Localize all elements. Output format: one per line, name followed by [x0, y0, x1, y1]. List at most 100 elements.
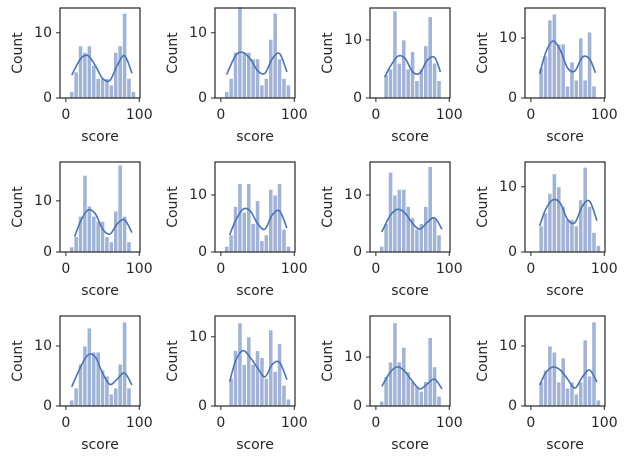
y-axis-label: Count [320, 32, 336, 74]
bar [379, 245, 385, 253]
bar [564, 387, 571, 407]
bar [405, 68, 411, 99]
y-tick-label: 0 [508, 398, 517, 414]
bar [578, 381, 584, 407]
bar [91, 351, 97, 407]
y-axis-label: Count [475, 32, 491, 74]
bar [108, 393, 114, 407]
kde-line [226, 51, 288, 75]
y-axis-label: Count [475, 340, 491, 382]
bar [551, 13, 557, 99]
y-tick-label: 10 [34, 25, 52, 41]
bar [547, 19, 553, 99]
bar [69, 246, 75, 253]
bar [263, 234, 269, 253]
axes-frame [524, 315, 606, 407]
bar [591, 85, 597, 99]
bar [401, 188, 407, 253]
bar [392, 322, 398, 407]
bar [99, 78, 106, 99]
y-tick-label: 10 [499, 179, 517, 195]
x-axis-label: score [391, 437, 429, 453]
y-tick-label: 10 [344, 32, 362, 48]
bar [573, 225, 579, 253]
y-axis-label: Count [10, 340, 26, 382]
bar [414, 228, 420, 253]
bar [241, 211, 247, 253]
bar [91, 215, 97, 253]
x-tick-label: 0 [526, 107, 535, 123]
y-axis-label: Count [320, 340, 336, 382]
bar [564, 218, 571, 253]
bar [586, 205, 593, 253]
bar [82, 345, 88, 407]
y-tick-label: 0 [508, 244, 517, 260]
y-tick-label: 10 [344, 349, 362, 365]
bar [573, 79, 579, 99]
bar [556, 381, 562, 407]
bar [436, 395, 442, 407]
x-tick-label: 100 [126, 107, 153, 123]
y-axis-label: Count [10, 186, 26, 228]
y-tick-label: 0 [43, 398, 52, 414]
bar [542, 212, 549, 253]
x-tick-label: 0 [61, 415, 70, 431]
bar [285, 245, 291, 253]
x-tick-label: 0 [526, 415, 535, 431]
bar [418, 390, 424, 407]
bar [401, 39, 407, 99]
bar [569, 61, 575, 99]
bar [582, 166, 588, 253]
y-tick-label: 0 [43, 90, 52, 106]
bar [276, 343, 283, 407]
bar [126, 241, 132, 253]
bar [431, 217, 438, 253]
x-tick-label: 0 [216, 261, 225, 277]
axes-frame [59, 161, 141, 253]
bar [86, 205, 92, 253]
bar [573, 393, 579, 407]
axes-frame [214, 7, 296, 99]
bar [224, 91, 230, 99]
bar [285, 398, 291, 407]
x-tick-label: 100 [591, 261, 618, 277]
axes-frame [59, 315, 141, 407]
x-axis-label: score [236, 283, 274, 299]
bar [77, 45, 84, 99]
x-tick-label: 0 [371, 261, 380, 277]
bar [246, 336, 252, 407]
y-tick-label: 0 [508, 90, 517, 106]
axes-frame [524, 7, 606, 99]
bar [396, 188, 402, 253]
x-tick-label: 100 [591, 415, 618, 431]
x-axis-label: score [391, 283, 429, 299]
bar [556, 43, 562, 99]
bar [272, 370, 278, 407]
bar [405, 206, 411, 253]
bar [117, 363, 123, 407]
x-tick-label: 0 [61, 261, 70, 277]
bar [595, 245, 601, 253]
bar [228, 78, 234, 99]
bar [250, 364, 256, 407]
bar [95, 220, 101, 253]
x-tick-label: 100 [281, 415, 308, 431]
bar [578, 37, 584, 99]
x-tick-label: 100 [436, 415, 463, 431]
bar [431, 62, 438, 99]
x-axis-label: score [81, 437, 119, 453]
y-tick-label: 10 [344, 187, 362, 203]
bar [224, 245, 230, 253]
bar [586, 31, 593, 99]
x-tick-label: 100 [126, 415, 153, 431]
axes-frame [59, 7, 141, 99]
bar [569, 218, 575, 253]
kde-line [381, 208, 443, 233]
x-axis-label: score [236, 437, 274, 453]
bar [427, 166, 433, 253]
kde-line [228, 349, 288, 382]
bar [91, 64, 97, 99]
x-tick-label: 100 [281, 261, 308, 277]
bar [392, 194, 398, 253]
bar [232, 206, 239, 253]
